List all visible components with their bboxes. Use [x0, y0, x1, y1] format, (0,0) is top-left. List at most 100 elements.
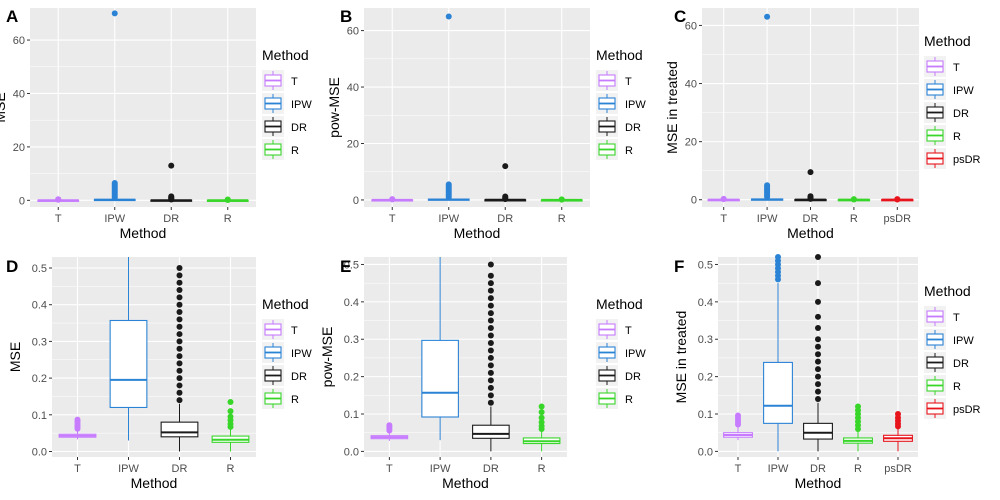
y-axis-title: MSE: [7, 342, 23, 372]
box-ipw: [109, 257, 148, 441]
legend-key-psdr: psDR: [924, 398, 981, 419]
legend-key-ipw: IPW: [596, 342, 646, 363]
outlier-point: [55, 196, 62, 203]
outlier-point: [487, 377, 494, 384]
legend-title: Method: [262, 296, 309, 312]
legend-key-r: R: [596, 388, 633, 409]
outlier-point: [815, 298, 821, 305]
outlier-point: [176, 287, 183, 294]
legend-label: R: [625, 394, 633, 406]
legend-label: IPW: [953, 85, 974, 97]
outlier-point: [111, 10, 118, 17]
x-tick-label: R: [558, 213, 566, 225]
y-tick-label: 0: [19, 195, 25, 207]
legend-key-r: R: [924, 375, 961, 396]
x-tick-label: DR: [810, 463, 826, 475]
outlier-point: [227, 413, 234, 420]
box-ipw: [421, 257, 459, 441]
legend-label: R: [625, 145, 633, 157]
legend: Method T IPW DR R: [596, 296, 646, 409]
outlier-point: [487, 347, 494, 354]
x-axis-title: Method: [131, 475, 178, 491]
outlier-point: [807, 169, 814, 176]
y-tick-label: 0.4: [698, 297, 713, 309]
panel-d: 0.0 0.1 0.2 0.3 0.4 0.5 T IPW DR R Method MSE D Metho…: [6, 257, 312, 491]
box-dr: [803, 254, 833, 452]
y-tick-label: 0.0: [32, 446, 47, 458]
y-axis-title: MSE in treated: [673, 311, 689, 404]
y-axis-title: pow-MSE: [319, 327, 335, 388]
outlier-point: [487, 399, 494, 406]
outlier-point: [176, 397, 183, 404]
outlier-point: [487, 317, 494, 324]
plot-panel: [52, 257, 256, 457]
box-iqr: [421, 339, 459, 418]
outlier-point: [176, 338, 183, 345]
x-tick-label: T: [389, 213, 396, 225]
outlier-point: [386, 422, 393, 429]
outlier-point: [815, 325, 821, 332]
panel-tag: B: [340, 7, 352, 26]
y-tick-label: 0: [353, 195, 359, 207]
x-tick-label: IPW: [430, 463, 451, 475]
legend-title: Method: [596, 47, 643, 63]
legend-label: T: [625, 325, 632, 337]
y-tick-label: 40: [685, 79, 697, 91]
box-dr: [484, 163, 527, 203]
y-tick-label: 0.3: [32, 336, 47, 348]
x-tick-label: T: [386, 463, 393, 475]
box-dr: [794, 169, 827, 202]
legend-key-t: T: [262, 319, 298, 340]
outlier-point: [775, 254, 781, 260]
box-t: [707, 195, 740, 203]
outlier-point: [487, 295, 494, 302]
box-t: [723, 412, 753, 441]
legend-label: DR: [625, 371, 641, 383]
y-tick-label: 40: [13, 88, 25, 100]
legend-label: IPW: [953, 335, 974, 347]
x-axis-title: Method: [442, 475, 489, 491]
legend: Method T IPW DR R: [262, 296, 312, 409]
x-tick-label: IPW: [118, 463, 139, 475]
outlier-point: [487, 310, 494, 317]
y-tick-label: 20: [685, 137, 697, 149]
box-ipw: [93, 10, 136, 202]
box-r: [540, 196, 583, 203]
outlier-point: [815, 351, 821, 358]
box-dr: [150, 162, 193, 203]
y-tick-label: 20: [347, 138, 359, 150]
outlier-point: [855, 403, 861, 410]
outlier-point: [487, 287, 494, 294]
legend-label: DR: [291, 122, 307, 134]
legend-title: Method: [596, 296, 643, 312]
outlier-point: [176, 389, 183, 396]
panel-tag: E: [340, 257, 351, 276]
outlier-point: [176, 360, 183, 367]
x-tick-label: DR: [497, 213, 513, 225]
y-tick-label: 0.5: [698, 259, 713, 271]
outlier-point: [487, 369, 494, 376]
legend-key-r: R: [924, 125, 961, 146]
y-tick-label: 40: [347, 82, 359, 94]
legend-label: T: [953, 62, 960, 74]
outlier-point: [807, 193, 814, 200]
plot-panel: [364, 8, 590, 207]
box-iqr: [763, 361, 793, 424]
y-tick-label: 0.2: [698, 372, 713, 384]
outlier-point: [487, 280, 494, 287]
outlier-point: [487, 302, 494, 309]
outlier-point: [389, 196, 396, 203]
outlier-point: [487, 392, 494, 399]
legend-label: IPW: [291, 348, 312, 360]
y-tick-label: 60: [685, 20, 697, 32]
x-tick-label: T: [74, 463, 81, 475]
legend-key-dr: DR: [924, 102, 969, 123]
box-psdr: [883, 411, 913, 452]
panel-tag: A: [6, 7, 18, 26]
panel-e: 0.0 0.1 0.2 0.3 0.4 0.5 T IPW DR R Method pow-MSE E M…: [319, 257, 646, 491]
x-tick-label: R: [850, 213, 858, 225]
legend-label: R: [953, 131, 961, 143]
x-axis-title: Method: [120, 225, 167, 241]
